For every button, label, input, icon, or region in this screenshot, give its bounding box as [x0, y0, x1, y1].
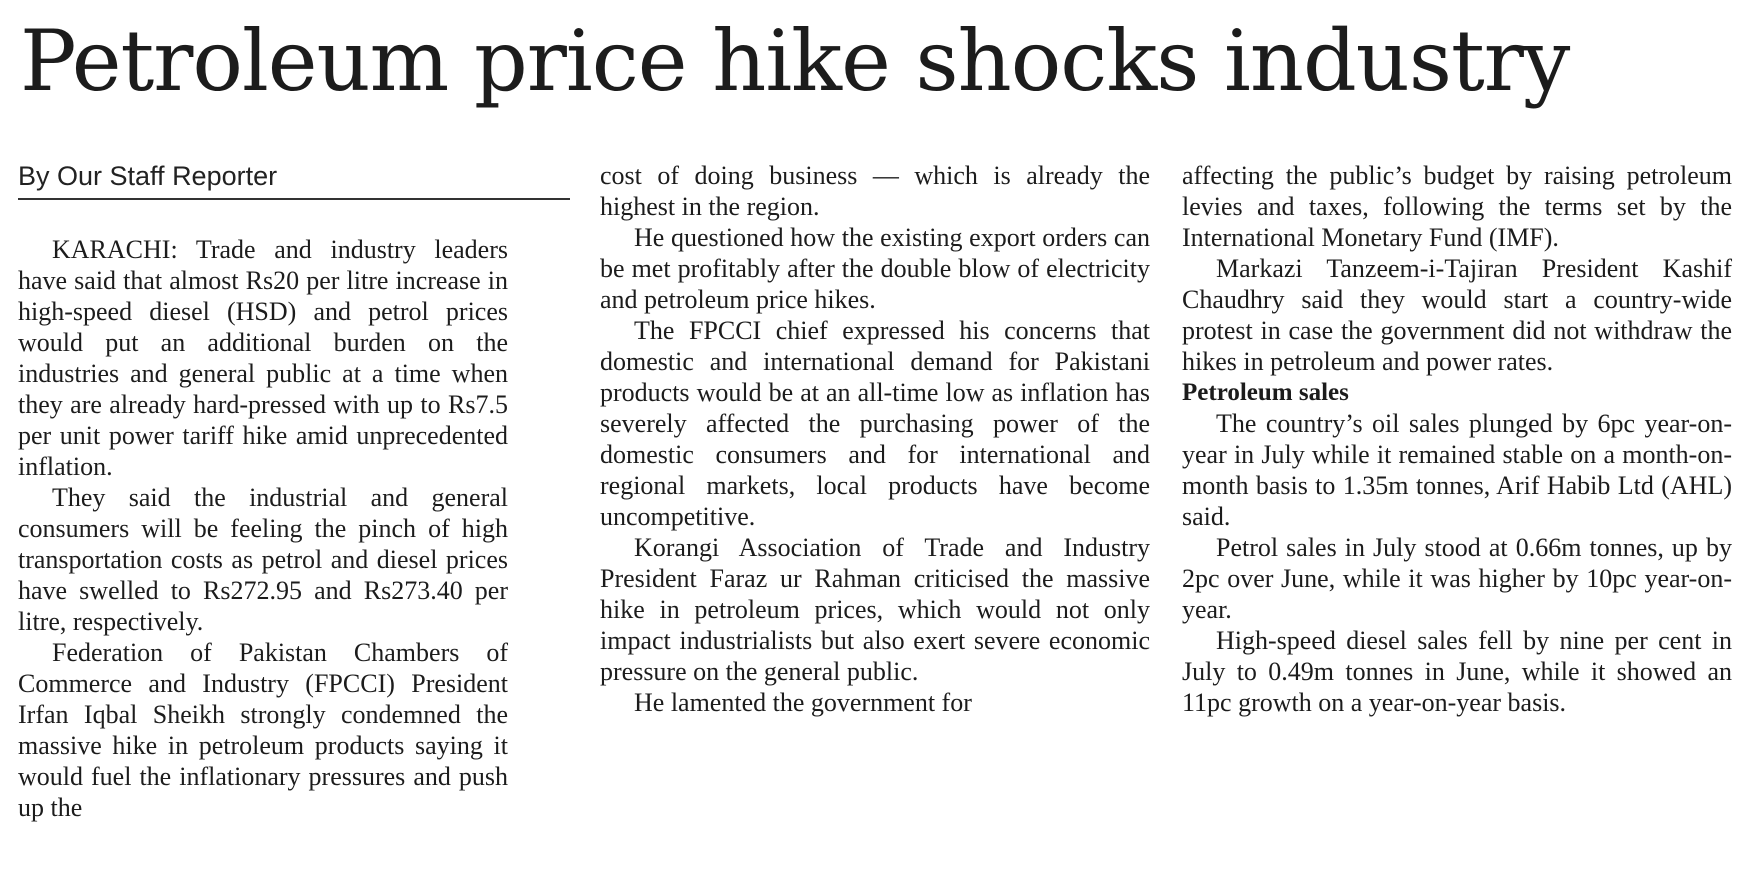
paragraph: High-speed diesel sales fell by nine per…: [1182, 626, 1732, 717]
paragraph: Petrol sales in July stood at 0.66m tonn…: [1182, 533, 1732, 624]
paragraph: Korangi Association of Trade and Industr…: [600, 533, 1150, 686]
paragraph: He questioned how the existing export or…: [600, 223, 1150, 314]
paragraph: KARACHI: Trade and industry leaders have…: [18, 235, 508, 481]
headline: Petroleum price hike shocks industry: [20, 12, 1570, 110]
paragraph: They said the industrial and general con…: [18, 483, 508, 636]
paragraph: He lamented the government for: [634, 688, 972, 717]
subheading: Petroleum sales: [1182, 379, 1349, 406]
paragraph: Markazi Tanzeem-i-Tajiran President Kash…: [1182, 254, 1732, 376]
byline: By Our Staff Reporter: [18, 158, 570, 200]
paragraph: Federation of Pakistan Chambers of Comme…: [18, 638, 508, 822]
paragraph-continuation: affecting the public’s budget by raising…: [1182, 161, 1732, 252]
column-3: affecting the public’s budget by raising…: [1182, 160, 1732, 718]
paragraph: The country’s oil sales plunged by 6pc y…: [1182, 409, 1732, 531]
paragraph: The FPCCI chief expressed his concerns t…: [600, 316, 1150, 531]
column-1: By Our Staff Reporter KARACHI: Trade and…: [18, 158, 570, 823]
column-2: cost of doing business — which is alread…: [600, 160, 1150, 718]
paragraph-continuation: cost of doing business — which is alread…: [600, 161, 1150, 221]
